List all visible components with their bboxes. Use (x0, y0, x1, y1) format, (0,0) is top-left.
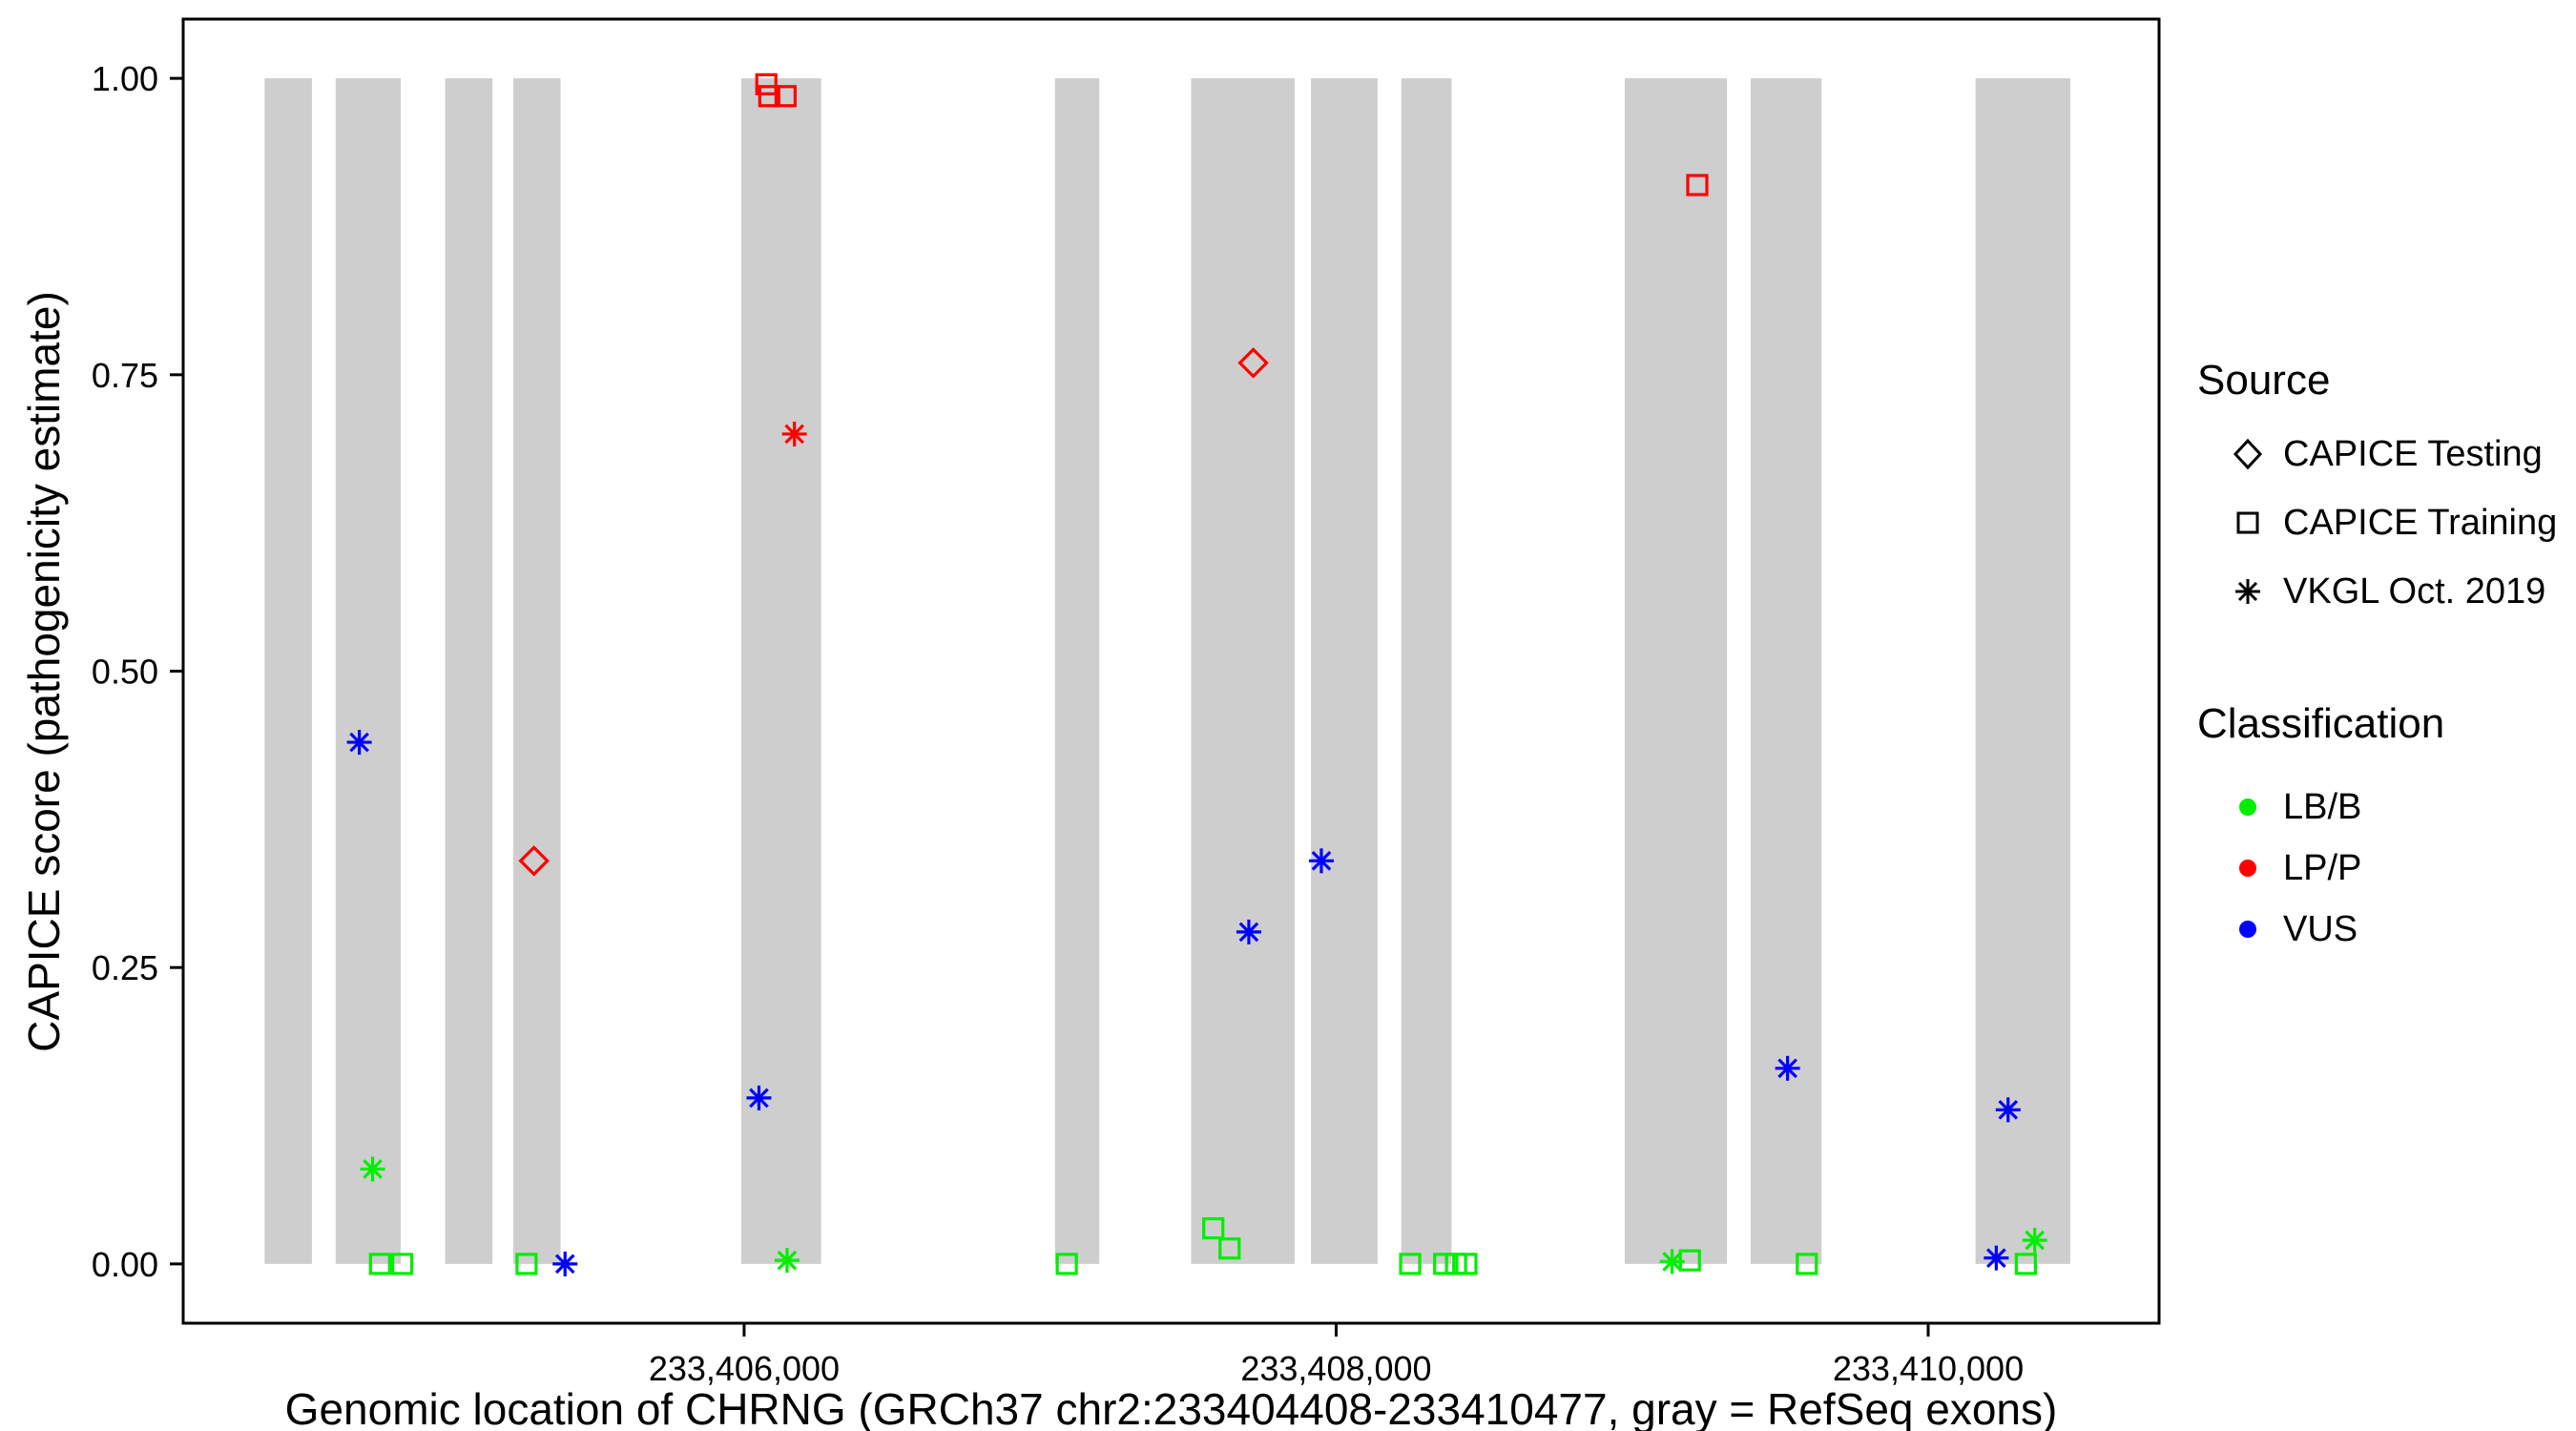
data-point-square (1678, 1249, 1701, 1272)
y-tick-label: 1.00 (92, 59, 158, 98)
exon-bar (1975, 78, 2070, 1264)
exon-bar (1401, 78, 1452, 1264)
legend-item-capice-training: CAPICE Training (2197, 488, 2569, 557)
x-tick-label: 233,408,000 (1240, 1349, 1431, 1388)
legend-classification: Classification LB/B LP/P (2197, 698, 2569, 960)
data-point-asterisk (746, 1085, 772, 1110)
legend-label: CAPICE Testing (2283, 433, 2543, 474)
legend-classification-title: Classification (2197, 700, 2445, 747)
x-tick-label: 233,410,000 (1833, 1349, 2024, 1388)
y-tick-label: 0.50 (92, 653, 158, 692)
data-point-asterisk (1236, 919, 1261, 944)
data-point-asterisk (774, 1248, 800, 1274)
data-point-asterisk (1775, 1055, 1800, 1081)
exon-bar (512, 78, 561, 1264)
data-point-asterisk (1995, 1097, 2021, 1123)
data-point-square (774, 85, 797, 108)
exon-bar (1191, 78, 1296, 1264)
lpp-dot-icon (2239, 860, 2256, 877)
exon-bar (445, 78, 493, 1264)
y-tick-label: 0.00 (92, 1245, 158, 1284)
data-point-asterisk (781, 421, 807, 446)
diamond-icon (2233, 438, 2263, 470)
exon-bar (335, 78, 402, 1264)
legend: Source CAPICE Testing CAPICE Training (2197, 355, 2569, 960)
data-point-square (1202, 1216, 1225, 1240)
data-point-square (758, 85, 780, 108)
exon-bar (1624, 78, 1728, 1264)
data-point-square (1399, 1253, 1422, 1275)
y-tick-label: 0.75 (92, 356, 158, 395)
legend-item-lbb: LB/B (2197, 777, 2569, 838)
data-point-asterisk (360, 1156, 385, 1182)
exon-bar (1311, 78, 1378, 1264)
x-tick-label: 233,406,000 (649, 1349, 840, 1388)
data-point-diamond (1237, 347, 1269, 379)
legend-label: LP/P (2283, 847, 2362, 888)
exon-bar (1054, 78, 1100, 1264)
legend-label: LB/B (2283, 786, 2362, 827)
legend-source-title: Source (2197, 357, 2331, 404)
data-point-diamond (518, 845, 550, 877)
legend-source: Source CAPICE Testing CAPICE Training (2197, 355, 2569, 626)
vus-dot-icon (2239, 921, 2256, 938)
data-point-square (1796, 1253, 1818, 1275)
data-point-square (2014, 1253, 2037, 1275)
asterisk-icon (2235, 579, 2260, 604)
data-point-asterisk (1308, 848, 1334, 874)
legend-item-capice-testing: CAPICE Testing (2197, 420, 2569, 488)
data-point-square (1218, 1237, 1241, 1260)
data-point-square (368, 1253, 391, 1275)
legend-item-lpp: LP/P (2197, 838, 2569, 899)
exon-bar (740, 78, 821, 1264)
legend-label: VUS (2283, 908, 2358, 949)
data-point-asterisk (346, 730, 372, 756)
legend-item-vkgl: VKGL Oct. 2019 (2197, 557, 2569, 626)
legend-label: CAPICE Training (2283, 502, 2558, 543)
legend-label: VKGL Oct. 2019 (2283, 570, 2546, 612)
data-point-square (390, 1253, 414, 1275)
data-point-asterisk (552, 1251, 578, 1276)
legend-item-vus: VUS (2197, 899, 2569, 960)
x-axis-title: Genomic location of CHRNG (GRCh37 chr2:2… (284, 1384, 2058, 1431)
data-point-square (1433, 1253, 1456, 1275)
data-point-square (1455, 1253, 1478, 1275)
data-point-square (1686, 174, 1709, 197)
exon-bar (264, 78, 312, 1264)
data-point-square (1055, 1253, 1078, 1275)
data-point-asterisk (1984, 1245, 2009, 1271)
lbb-dot-icon (2239, 798, 2256, 816)
y-axis-title: CAPICE score (pathogenicity estimate) (19, 291, 69, 1052)
exon-bar (1750, 78, 1822, 1264)
y-tick-label: 0.25 (92, 948, 158, 987)
data-point-asterisk (2022, 1228, 2047, 1254)
square-icon (2236, 511, 2259, 534)
data-point-square (515, 1253, 538, 1275)
data-point-square (755, 73, 778, 95)
